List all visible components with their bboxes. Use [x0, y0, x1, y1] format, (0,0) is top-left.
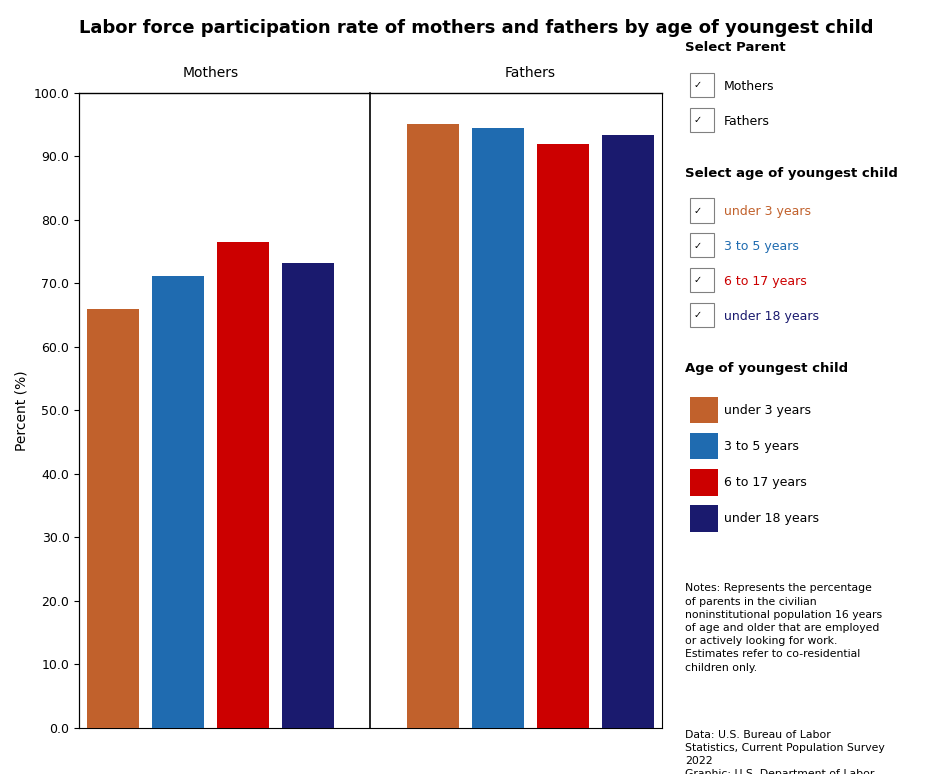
Text: under 18 years: under 18 years [724, 512, 819, 526]
FancyBboxPatch shape [690, 303, 714, 327]
FancyBboxPatch shape [690, 433, 718, 460]
Bar [472, 128, 524, 728]
Text: Select age of youngest child: Select age of youngest child [685, 167, 898, 180]
Text: Data: U.S. Bureau of Labor
Statistics, Current Population Survey
2022
Graphic: U: Data: U.S. Bureau of Labor Statistics, C… [685, 730, 884, 774]
Text: ✓: ✓ [693, 241, 702, 251]
Bar [406, 124, 459, 728]
FancyBboxPatch shape [690, 505, 718, 532]
Text: Fathers: Fathers [505, 67, 555, 80]
FancyBboxPatch shape [690, 73, 714, 98]
Text: ✓: ✓ [693, 80, 702, 91]
Y-axis label: Percent (%): Percent (%) [14, 370, 28, 450]
FancyBboxPatch shape [690, 233, 714, 258]
Text: 6 to 17 years: 6 to 17 years [724, 476, 806, 489]
Text: 6 to 17 years: 6 to 17 years [724, 275, 806, 288]
Bar [282, 263, 335, 728]
Text: under 3 years: under 3 years [724, 205, 811, 218]
Text: Age of youngest child: Age of youngest child [685, 362, 848, 375]
Text: ✓: ✓ [693, 206, 702, 216]
Text: Mothers: Mothers [183, 67, 239, 80]
Text: Select Parent: Select Parent [685, 42, 786, 54]
Text: 3 to 5 years: 3 to 5 years [724, 440, 799, 453]
FancyBboxPatch shape [690, 469, 718, 495]
Text: Fathers: Fathers [724, 115, 770, 128]
Text: ✓: ✓ [693, 276, 702, 286]
FancyBboxPatch shape [690, 198, 714, 223]
Text: Notes: Represents the percentage
of parents in the civilian
noninstitutional pop: Notes: Represents the percentage of pare… [685, 584, 883, 673]
FancyBboxPatch shape [690, 108, 714, 132]
Bar [87, 310, 139, 728]
Text: 3 to 5 years: 3 to 5 years [724, 240, 799, 253]
Text: ✓: ✓ [693, 115, 702, 125]
Text: ✓: ✓ [693, 310, 702, 320]
Text: under 3 years: under 3 years [724, 404, 811, 416]
FancyBboxPatch shape [690, 397, 718, 423]
FancyBboxPatch shape [690, 268, 714, 293]
Text: Mothers: Mothers [724, 80, 774, 93]
Bar [152, 276, 204, 728]
Text: under 18 years: under 18 years [724, 310, 819, 323]
Bar [217, 242, 269, 728]
Bar [537, 144, 589, 728]
Bar [602, 135, 654, 728]
Text: Labor force participation rate of mothers and fathers by age of youngest child: Labor force participation rate of mother… [79, 19, 873, 37]
